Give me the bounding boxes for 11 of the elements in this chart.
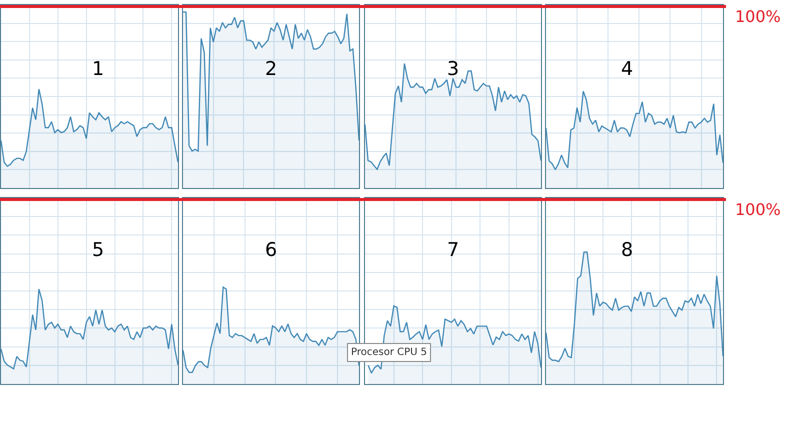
text: 100%	[735, 200, 781, 219]
chart-title: 5	[92, 239, 104, 261]
text: 2	[265, 58, 278, 80]
chart-title: 4	[621, 58, 634, 80]
text: 100%	[735, 7, 781, 26]
chart-title: 7	[447, 239, 460, 261]
annotation: Procesor CPU 5	[351, 347, 428, 358]
chart-title: 6	[265, 239, 278, 261]
chart-title: 3	[447, 58, 460, 80]
chart-title: 1	[92, 58, 104, 80]
chart-title: 8	[621, 239, 634, 261]
